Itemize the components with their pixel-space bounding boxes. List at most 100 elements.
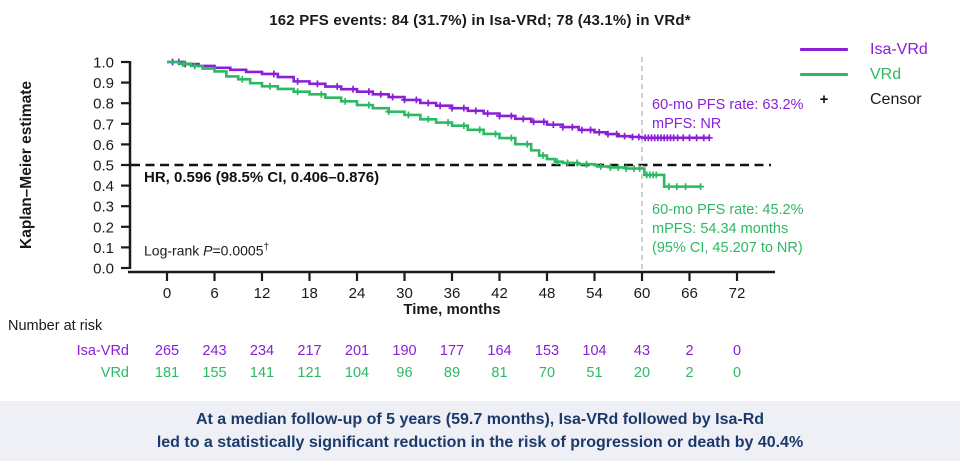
censor-mark (492, 130, 499, 138)
y-tick-label: 0.7 (93, 116, 114, 133)
censor-mark (614, 164, 622, 171)
vrd-mpfs-ci: (95% CI, 45.207 to NR) (652, 240, 803, 256)
risk-value: 164 (487, 343, 512, 359)
censor-mark (583, 160, 590, 168)
censor-mark (682, 183, 689, 191)
censor-mark (401, 96, 408, 104)
y-tick-label: 0.8 (93, 96, 114, 113)
risk-value: 0 (732, 343, 742, 359)
censor-mark (705, 134, 713, 142)
risk-value: 96 (396, 365, 413, 381)
y-tick-label: 0.6 (93, 137, 114, 154)
y-tick-label: 0.1 (93, 240, 114, 257)
y-tick-label: 0.9 (93, 75, 114, 92)
censor-mark (314, 80, 321, 88)
risk-value: 265 (154, 343, 180, 359)
isa-vrd-pfs-rate: 60-mo PFS rate: 63.2% (652, 97, 804, 113)
risk-value: 190 (392, 343, 417, 359)
risk-value: 155 (202, 365, 227, 381)
x-tick-label: 0 (163, 285, 171, 302)
censor-mark (549, 121, 557, 129)
risk-value: 2 (685, 365, 694, 381)
risk-value: 141 (249, 365, 275, 381)
x-tick-label: 30 (396, 285, 413, 302)
censor-mark (604, 130, 612, 138)
censor-mark (377, 90, 385, 98)
risk-value: 20 (633, 365, 651, 381)
censor-mark (460, 122, 468, 130)
hazard-ratio-annotation: HR, 0.596 (98.5% CI, 0.406–0.876) (144, 169, 380, 186)
risk-value: 2 (685, 343, 694, 359)
risk-value: 89 (443, 365, 461, 381)
censor-mark (365, 88, 373, 96)
legend-item-isa-vrd: Isa-VRd (800, 37, 958, 62)
censor-mark (519, 115, 527, 123)
censor-mark (523, 140, 531, 148)
risk-value: 177 (439, 343, 465, 359)
censor-mark (294, 88, 302, 96)
risk-value: 153 (534, 343, 560, 359)
isa-vrd-annotation: 60-mo PFS rate: 63.2% mPFS: NR (652, 96, 804, 134)
censor-mark (448, 104, 456, 112)
censor-mark (564, 159, 571, 167)
censor-mark (568, 123, 576, 131)
risk-value: 51 (586, 365, 603, 381)
x-axis-title: Time, months (403, 301, 501, 318)
logrank-p: P (203, 242, 213, 259)
censor-mark (553, 158, 561, 166)
legend-label-censor: Censor (870, 90, 922, 108)
legend: Isa-VRd VRd + Censor (800, 37, 958, 112)
y-tick-label: 0.0 (93, 261, 114, 278)
x-tick-label: 48 (539, 285, 556, 302)
censor-mark (266, 82, 274, 90)
chart-title: 162 PFS events: 84 (31.7%) in Isa-VRd; 7… (269, 12, 691, 29)
censor-mark (613, 130, 621, 138)
summary-banner: At a median follow-up of 5 years (59.7 m… (0, 401, 960, 461)
censor-mark (587, 126, 594, 134)
censor-mark (635, 133, 643, 141)
x-tick-label: 24 (349, 285, 366, 302)
x-tick-label: 54 (586, 285, 603, 302)
risk-value: 104 (582, 343, 607, 359)
censor-mark (673, 183, 681, 191)
censor-mark (424, 115, 432, 123)
logrank-annotation: Log-rank P=0.0005† (144, 242, 269, 259)
risk-value: 0 (732, 365, 742, 381)
y-tick-label: 0.5 (93, 158, 114, 175)
vrd-pfs-rate: 60-mo PFS rate: 45.2% (652, 202, 804, 218)
risk-value: 70 (538, 365, 556, 381)
censor-mark (270, 70, 278, 78)
x-tick-label: 42 (491, 285, 508, 302)
risk-value: 234 (249, 343, 275, 359)
risk-value: 201 (344, 343, 370, 359)
risk-value: 181 (154, 365, 180, 381)
censor-mark (629, 133, 636, 141)
km-plot-canvas: 1.0 0.9 0.8 0.7 0.6 0.5 0.4 0.3 0.2 0.1 0.0 0 6 12 18 2… (93, 55, 775, 302)
legend-item-vrd: VRd (800, 62, 958, 87)
y-tick-label: 0.2 (93, 219, 114, 236)
censor-mark (606, 164, 614, 171)
censor-mark (179, 60, 187, 68)
censor-mark (333, 83, 341, 90)
censor-mark (444, 119, 452, 126)
censor-mark (405, 111, 412, 119)
isa-vrd-line-swatch (800, 47, 848, 52)
isa-vrd-mpfs: mPFS: NR (652, 116, 722, 132)
risk-value: 243 (202, 343, 227, 359)
legend-label-isa-vrd: Isa-VRd (870, 40, 928, 58)
y-tick-label: 1.0 (93, 55, 114, 72)
censor-mark (621, 132, 628, 140)
censor-mark (595, 128, 603, 136)
risk-row-label: VRd (100, 365, 129, 381)
censor-mark (652, 171, 660, 179)
censor-mark (341, 97, 349, 105)
logrank-value: =0.0005 (212, 242, 264, 259)
censor-mark (697, 183, 704, 191)
censor-mark (365, 101, 373, 109)
number-at-risk-title: Number at risk (8, 318, 103, 334)
risk-row-label: Isa-VRd (76, 343, 129, 359)
y-tick-label: 0.4 (93, 178, 114, 195)
vrd-annotation: 60-mo PFS rate: 45.2% mPFS: 54.34 months… (652, 201, 804, 258)
censor-mark (496, 112, 503, 120)
